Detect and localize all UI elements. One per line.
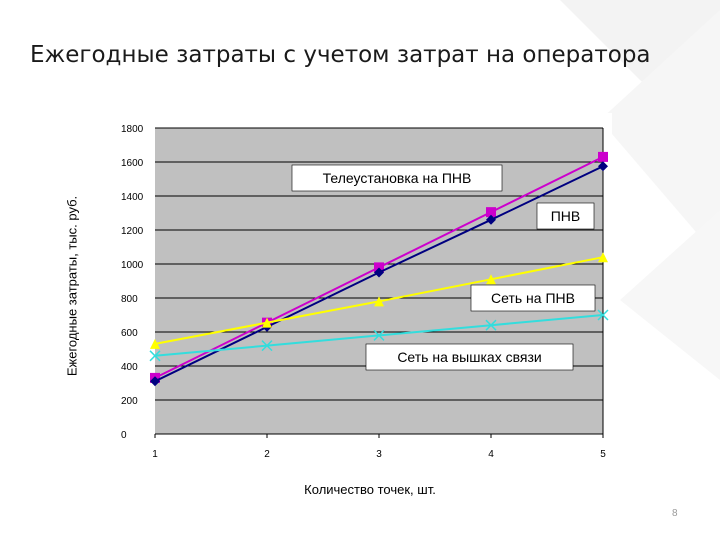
point (373, 329, 385, 341)
point (486, 207, 496, 218)
series-label: Телеустановка на ПНВ (323, 170, 472, 186)
y-tick-label: 1800 (121, 124, 144, 135)
series-label: Сеть на ПНВ (491, 290, 575, 306)
point (374, 267, 384, 278)
point (374, 262, 384, 273)
page-number: 8 (672, 508, 678, 519)
x-axis-label: Количество точек, шт. (304, 482, 436, 497)
y-tick-label: 1000 (121, 260, 144, 271)
series-label-box (536, 202, 595, 230)
point (262, 317, 272, 328)
y-tick-label: 1200 (121, 226, 144, 237)
point (598, 161, 608, 172)
x-tick-label: 4 (488, 449, 494, 460)
y-tick-label: 1400 (121, 192, 144, 203)
point (597, 309, 609, 321)
point (486, 274, 496, 285)
point (150, 376, 160, 387)
point (374, 296, 384, 307)
point (485, 319, 497, 331)
slide-title: Ежегодные затраты с учетом затрат на опе… (30, 42, 651, 68)
y-tick-label: 600 (121, 328, 138, 339)
y-tick-label: 200 (121, 396, 138, 407)
x-tick-label: 3 (376, 449, 382, 460)
x-tick-label: 2 (264, 449, 270, 460)
series-label-box (291, 164, 503, 192)
point (486, 214, 496, 225)
series-label-box (470, 284, 596, 312)
y-tick-label: 0 (121, 430, 127, 441)
point (150, 338, 160, 349)
point (598, 151, 608, 162)
y-tick-label: 1600 (121, 158, 144, 169)
point (149, 350, 161, 362)
y-tick-label: 400 (121, 362, 138, 373)
x-tick-label: 1 (152, 449, 158, 460)
y-tick-label: 800 (121, 294, 138, 305)
series-label: Сеть на вышках связи (397, 349, 541, 365)
point (598, 252, 608, 263)
series-label-box (365, 343, 574, 371)
series-label: ПНВ (551, 208, 581, 224)
x-tick-label: 5 (600, 449, 606, 460)
point (261, 340, 273, 352)
